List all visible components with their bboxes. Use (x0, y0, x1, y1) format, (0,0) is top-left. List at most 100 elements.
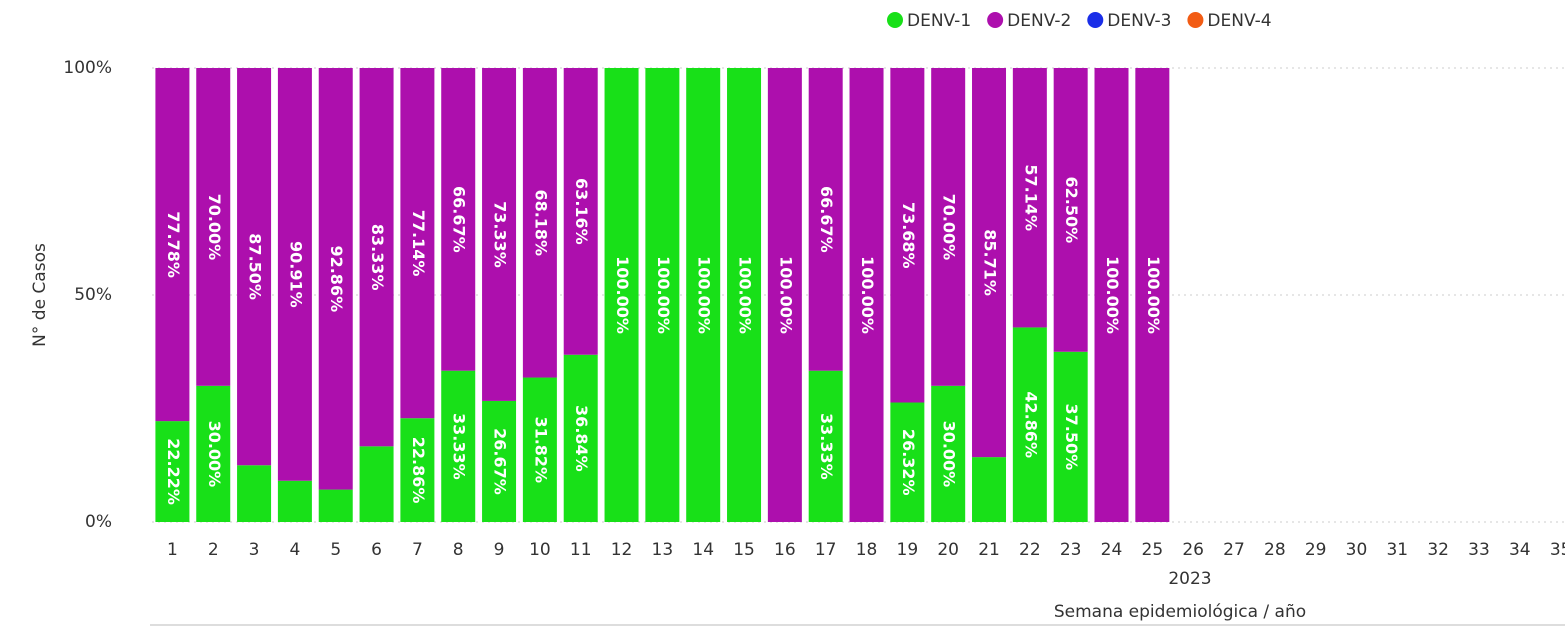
bar-segment (727, 68, 762, 522)
bar-segment (1012, 327, 1047, 522)
x-tick-label: 30 (1346, 540, 1368, 560)
x-tick-label: 17 (815, 540, 837, 560)
data-label: 100.00% (776, 256, 795, 334)
bar-segment (482, 68, 517, 401)
data-label: 92.86% (327, 245, 346, 312)
data-label: 66.67% (817, 186, 836, 253)
bar-segment (808, 370, 843, 522)
bar-segment (931, 385, 966, 522)
data-label: 36.84% (572, 405, 591, 472)
data-label: 100.00% (613, 256, 632, 334)
x-tick-label: 31 (1386, 540, 1408, 560)
x-tick-label: 28 (1264, 540, 1286, 560)
data-label: 100.00% (695, 256, 714, 334)
x-tick-label: 13 (652, 540, 674, 560)
data-label: 73.33% (491, 201, 510, 268)
data-label: 33.33% (450, 413, 469, 480)
data-label: 70.00% (940, 194, 959, 261)
data-label: 85.71% (981, 229, 1000, 296)
x-tick-label: 2 (208, 540, 219, 560)
bar-segment (277, 480, 312, 522)
data-label: 31.82% (531, 416, 550, 483)
x-tick-label: 7 (412, 540, 423, 560)
x-axis-title: Semana epidemiológica / año (1054, 602, 1306, 622)
data-label: 70.00% (205, 194, 224, 261)
data-label: 83.33% (368, 224, 387, 291)
bar-segment (1135, 68, 1170, 522)
x-tick-label: 24 (1101, 540, 1123, 560)
bar-segment (808, 68, 843, 371)
data-label: 57.14% (1021, 164, 1040, 231)
x-tick-label: 12 (611, 540, 633, 560)
bar-segment (972, 457, 1007, 522)
bar-segment (318, 489, 353, 522)
data-label: 100.00% (654, 256, 673, 334)
bar-segment (1012, 68, 1047, 328)
bar-segment (237, 465, 272, 522)
x-tick-label: 8 (453, 540, 464, 560)
x-tick-label: 16 (774, 540, 796, 560)
bar-segment (155, 68, 190, 422)
x-tick-label: 35 (1550, 540, 1565, 560)
data-label: 63.16% (572, 178, 591, 245)
bar-segment (1094, 68, 1129, 522)
data-label: 100.00% (1144, 256, 1163, 334)
x-tick-label: 3 (249, 540, 260, 560)
data-label: 62.50% (1062, 177, 1081, 244)
bar-segment (155, 421, 190, 522)
legend-label: DENV-4 (1207, 11, 1271, 31)
x-tick-label: 27 (1223, 540, 1245, 560)
x-tick-label: 21 (978, 540, 1000, 560)
bar-segment (522, 68, 557, 378)
x-tick-label: 34 (1509, 540, 1531, 560)
data-label: 100.00% (736, 256, 755, 334)
bar-segment (441, 370, 476, 522)
y-tick-label: 50% (74, 285, 112, 305)
bar-segment (318, 68, 353, 490)
x-tick-label: 1 (167, 540, 178, 560)
data-label: 66.67% (450, 186, 469, 253)
data-label: 22.22% (164, 438, 183, 505)
bar-segment (196, 68, 231, 386)
data-label: 68.18% (531, 189, 550, 256)
data-label: 100.00% (858, 256, 877, 334)
data-label: 77.14% (409, 210, 428, 277)
bar-segment (359, 446, 394, 522)
bar-segment (972, 68, 1007, 458)
x-tick-label: 29 (1305, 540, 1327, 560)
legend-marker (987, 12, 1004, 28)
bar-segment (849, 68, 884, 522)
x-tick-label: 33 (1468, 540, 1490, 560)
x-tick-label: 6 (371, 540, 382, 560)
x-tick-label: 26 (1182, 540, 1204, 560)
x-tick-label: 20 (937, 540, 959, 560)
x-tick-label: 11 (570, 540, 592, 560)
bar-segment (767, 68, 802, 522)
bar-segment (359, 68, 394, 447)
x-tick-label: 32 (1427, 540, 1449, 560)
data-label: 37.50% (1062, 404, 1081, 471)
bar-segment (890, 68, 925, 403)
data-label: 77.78% (164, 211, 183, 278)
legend-marker (1087, 12, 1104, 28)
data-label: 30.00% (205, 421, 224, 488)
y-tick-label: 0% (85, 512, 112, 532)
bar-segment (563, 354, 598, 522)
y-tick-label: 100% (63, 58, 112, 78)
bar-segment (400, 68, 435, 419)
data-label: 33.33% (817, 413, 836, 480)
bar-segment (1053, 68, 1088, 352)
bar-segment (563, 68, 598, 355)
legend-marker (887, 12, 903, 28)
bar-segment (441, 68, 476, 371)
bar-segment (522, 377, 557, 522)
bar-segment (237, 68, 272, 466)
legend-label: DENV-3 (1107, 11, 1171, 31)
y-axis-title: N° de Casos (30, 243, 50, 347)
data-label: 100.00% (1103, 256, 1122, 334)
bar-segment (277, 68, 312, 481)
data-label: 26.32% (899, 429, 918, 496)
legend-label: DENV-1 (907, 11, 971, 31)
data-label: 22.86% (409, 437, 428, 504)
